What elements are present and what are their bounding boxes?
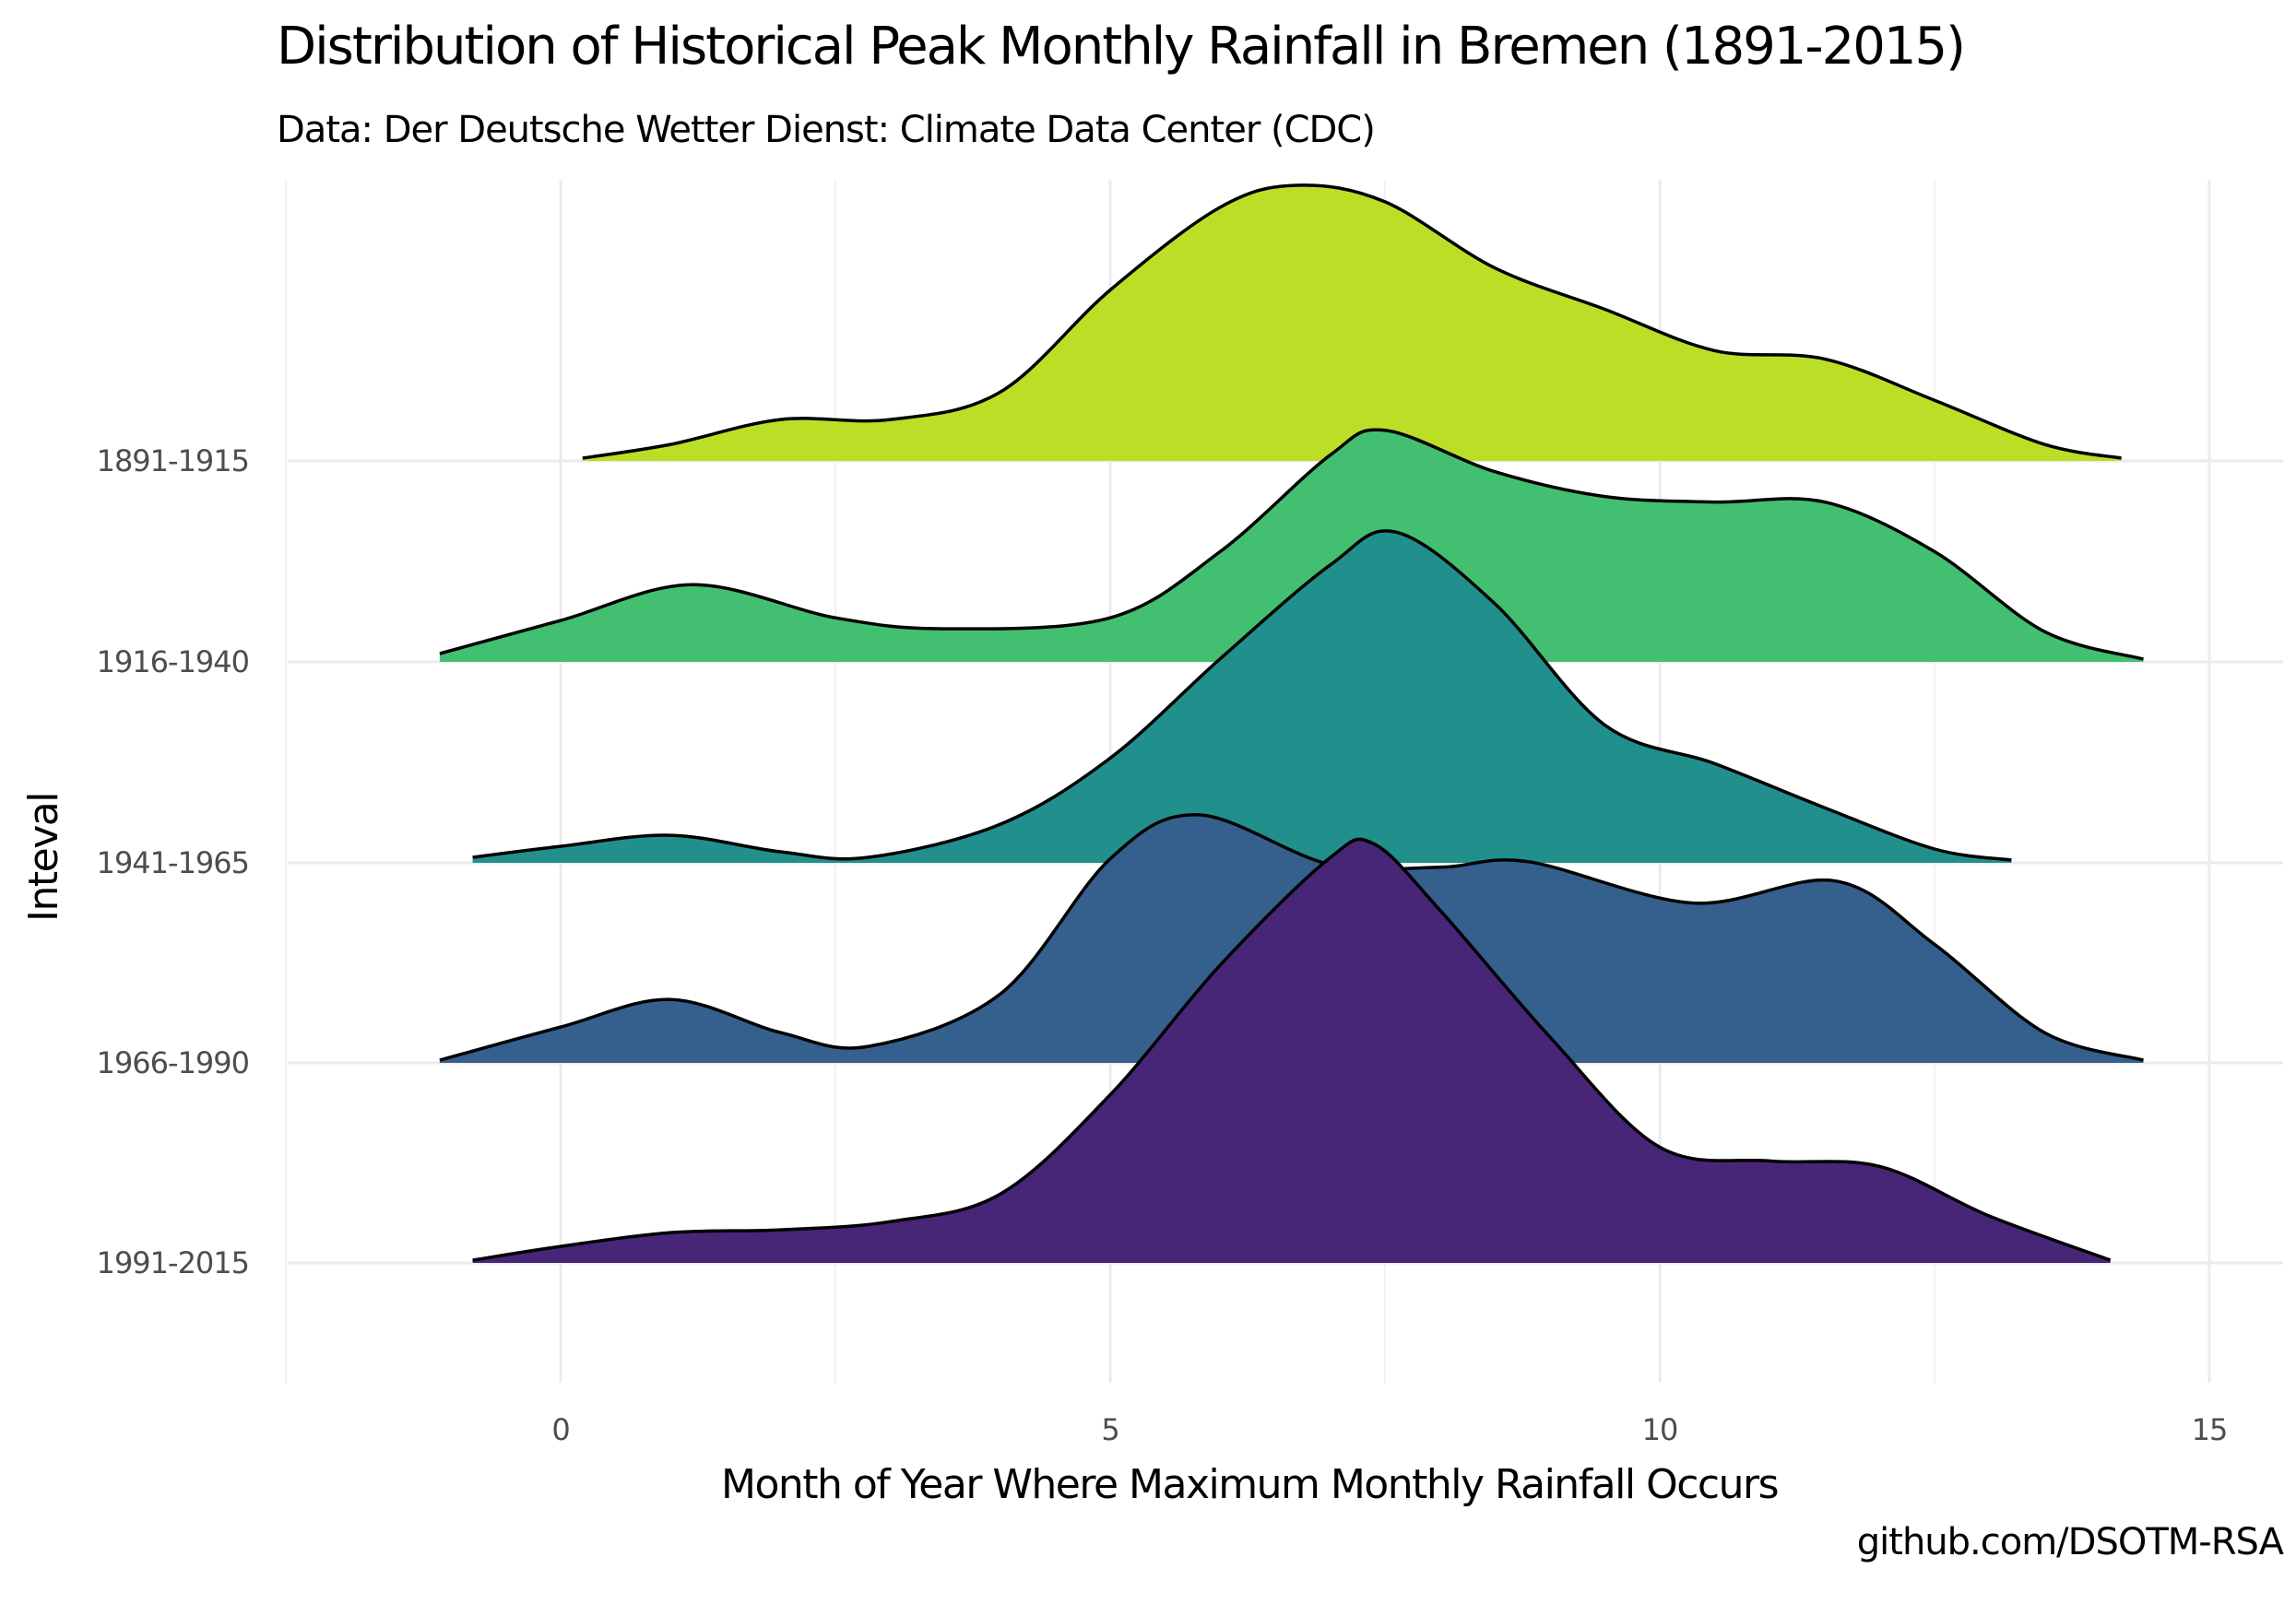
ridge-outline-1916-1940: [439, 428, 2144, 661]
ridge-outline-1941-1965: [472, 529, 2012, 862]
y-tick-label: 1916-1940: [97, 644, 249, 679]
ridge-fill-1916-1940: [439, 430, 2144, 662]
y-tick-label: 1891-1915: [97, 443, 249, 478]
caption: github.com/DSOTM-RSA: [1856, 1521, 2284, 1563]
x-tick-label: 10: [1642, 1412, 1678, 1447]
y-axis-title: Inteval: [20, 793, 67, 922]
ridge-fill-1991-2015: [472, 839, 2111, 1263]
x-axis-title: Month of Year Where Maximum Monthly Rain…: [721, 1461, 1778, 1508]
chart-subtitle: Data: Der Deutsche Wetter Dienst: Climat…: [277, 109, 1376, 151]
ridge-outline-1966-1990: [439, 813, 2144, 1062]
y-tick-label: 1991-2015: [97, 1245, 249, 1280]
ridges: [439, 183, 2144, 1263]
ridge-outline-1991-2015: [472, 837, 2112, 1262]
ridge-fill-1891-1915: [582, 184, 2122, 461]
x-tick-label: 0: [551, 1412, 569, 1447]
x-tick-label: 5: [1101, 1412, 1118, 1447]
chart-title: Distribution of Historical Peak Monthly …: [277, 17, 1966, 77]
x-tick-label: 15: [2192, 1412, 2228, 1447]
x-tick-labels: 0 5 10 15: [551, 1412, 2228, 1447]
y-tick-labels: 1891-1915 1916-1940 1941-1965 1966-1990 1991…: [97, 443, 250, 1280]
ridge-outline-1891-1915: [582, 183, 2122, 460]
y-tick-label: 1941-1965: [97, 845, 249, 880]
ridge-fill-1941-1965: [472, 530, 2012, 863]
y-tick-label: 1966-1990: [97, 1045, 249, 1080]
